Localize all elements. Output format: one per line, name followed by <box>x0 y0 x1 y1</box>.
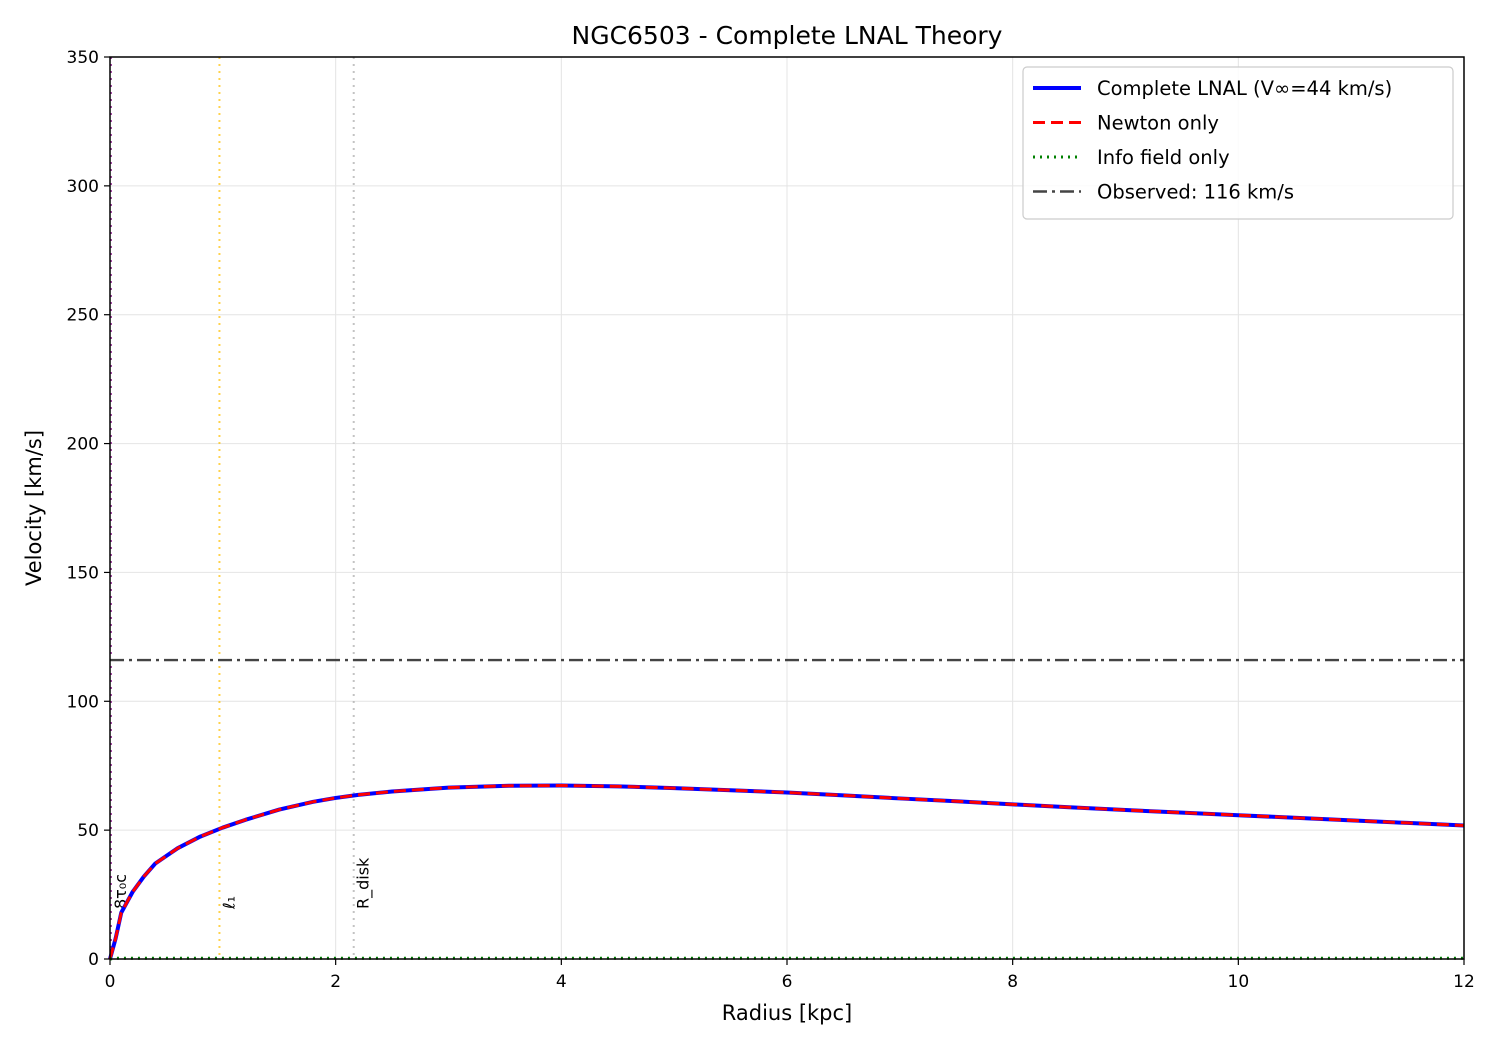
chart-title: NGC6503 - Complete LNAL Theory <box>572 21 1003 50</box>
reference-line-label-1: 8τ₀c <box>111 874 130 909</box>
y-axis-label: Velocity [km/s] <box>22 430 46 586</box>
x-tick-label: 2 <box>330 972 341 992</box>
x-tick-label: 4 <box>556 972 567 992</box>
y-tick-label: 50 <box>77 821 99 841</box>
legend-label-1: Complete LNAL (V∞=44 km/s) <box>1097 77 1392 100</box>
x-tick-label: 6 <box>782 972 793 992</box>
series-line-2 <box>108 784 1465 960</box>
legend-label-4: Observed: 116 km/s <box>1097 181 1294 204</box>
legend-label-2: Newton only <box>1097 112 1219 135</box>
series-line-3 <box>109 956 1464 961</box>
x-tick-label: 10 <box>1228 972 1250 992</box>
reference-line-label-3: R_disk <box>354 857 374 909</box>
y-tick-label: 200 <box>67 435 99 455</box>
x-tick-label: 0 <box>105 972 116 992</box>
axis-ticks: 0 2 4 6 8 10 12 0 50 100 150 200 250 300 350 <box>67 48 1475 992</box>
y-tick-label: 250 <box>67 306 99 326</box>
legend: Complete LNAL (V∞=44 km/s) Newton only Inf… <box>1022 66 1454 220</box>
y-tick-label: 150 <box>67 563 99 583</box>
reference-lines: 8τ₀c ℓ₁ R_disk <box>110 57 374 959</box>
y-tick-label: 100 <box>67 692 99 712</box>
legend-label-3: Info field only <box>1097 146 1230 169</box>
series-lines <box>108 658 1465 961</box>
x-tick-label: 8 <box>1007 972 1018 992</box>
reference-line-label-2: ℓ₁ <box>219 896 238 910</box>
y-tick-label: 350 <box>67 48 99 68</box>
x-axis-label: Radius [kpc] <box>722 1001 853 1025</box>
y-tick-label: 300 <box>67 177 99 197</box>
legend-box <box>1022 66 1454 220</box>
x-tick-label: 12 <box>1453 972 1475 992</box>
y-tick-label: 0 <box>88 950 99 970</box>
